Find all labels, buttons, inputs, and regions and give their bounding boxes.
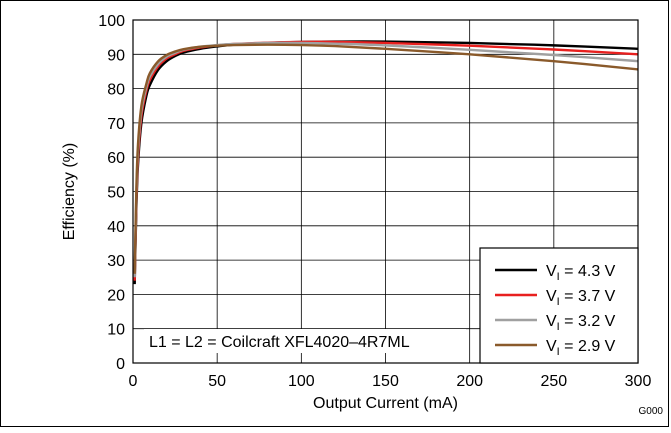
series-line-4 xyxy=(133,43,639,274)
y-tick-label: 90 xyxy=(107,47,125,64)
x-tick-label: 50 xyxy=(208,373,226,390)
x-tick-label: 250 xyxy=(540,373,567,390)
series-line-3 xyxy=(133,41,639,278)
y-tick-label: 0 xyxy=(116,356,125,373)
series-lines xyxy=(133,40,639,285)
x-axis-title: Output Current (mA) xyxy=(313,395,458,412)
figure-code: G000 xyxy=(639,406,664,417)
y-tick-label: 80 xyxy=(107,82,125,99)
x-tick-label: 100 xyxy=(288,373,315,390)
x-tick-labels: 0 50 100 150 200 250 300 xyxy=(129,373,652,390)
y-tick-label: 100 xyxy=(98,13,125,30)
y-tick-label: 60 xyxy=(107,150,125,167)
y-axis-title: Efficiency (%) xyxy=(61,143,78,241)
y-tick-label: 30 xyxy=(107,253,125,270)
x-tick-label: 150 xyxy=(372,373,399,390)
series-line-2 xyxy=(133,40,639,281)
x-tick-label: 200 xyxy=(456,373,483,390)
x-tick-label: 300 xyxy=(625,373,652,390)
y-tick-label: 10 xyxy=(107,322,125,339)
legend-label-3: VI = 3.2 V xyxy=(546,313,616,333)
annotation-box: L1 = L2 = Coilcraft XFL4020–4R7ML xyxy=(144,329,466,353)
legend-label-4: VI = 2.9 V xyxy=(546,338,616,358)
legend-label-1: VI = 4.3 V xyxy=(546,263,616,283)
plot-area-border xyxy=(132,19,639,364)
y-tick-label: 20 xyxy=(107,287,125,304)
y-tick-label: 50 xyxy=(107,185,125,202)
y-tick-label: 40 xyxy=(107,219,125,236)
legend-label-2: VI = 3.7 V xyxy=(546,288,616,308)
x-tick-label: 0 xyxy=(129,373,138,390)
y-tick-labels: 0 10 20 30 40 50 60 70 80 90 100 xyxy=(98,13,125,373)
legend: VI = 4.3 V VI = 3.7 V VI = 3.2 V VI = 2.9 V xyxy=(479,247,639,364)
annotation-text: L1 = L2 = Coilcraft XFL4020–4R7ML xyxy=(149,334,410,351)
y-tick-label: 70 xyxy=(107,116,125,133)
